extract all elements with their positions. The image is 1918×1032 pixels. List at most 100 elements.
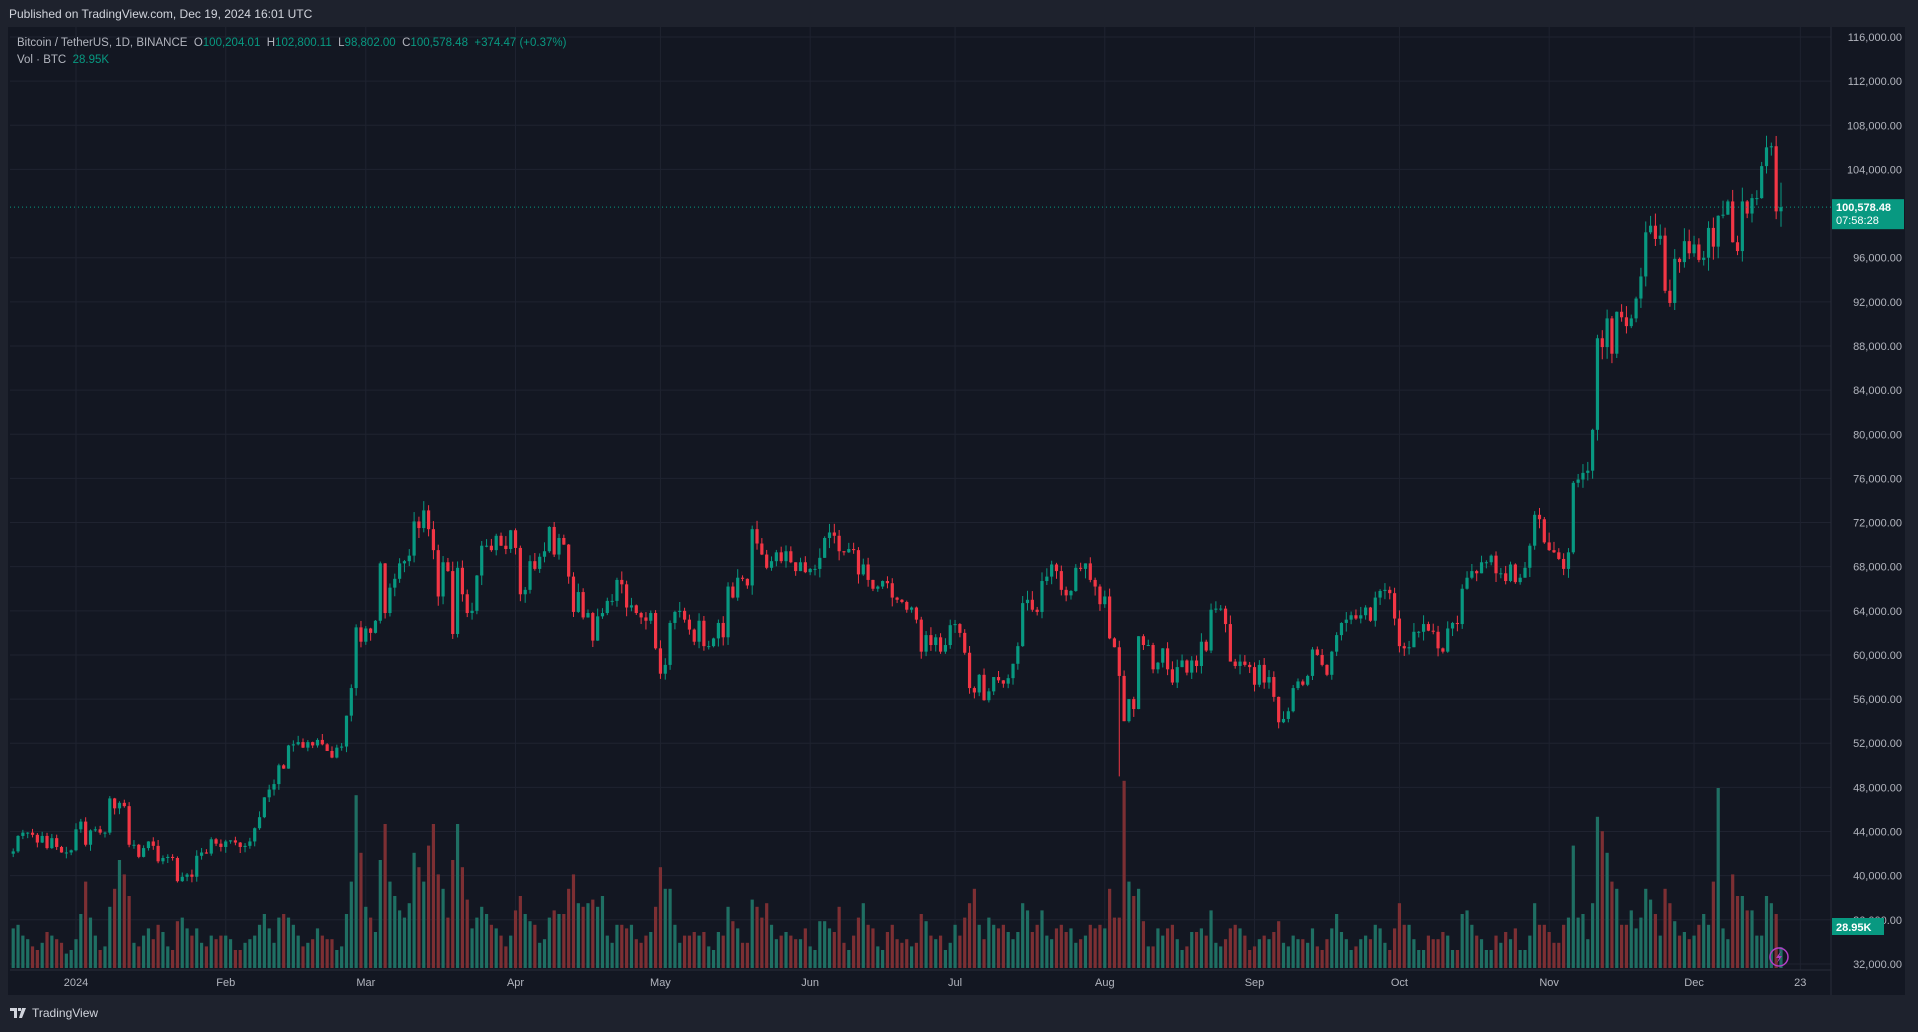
volume-bar <box>649 932 653 968</box>
candle-body <box>1199 641 1203 666</box>
candle-body <box>267 789 271 798</box>
volume-bar <box>195 928 199 968</box>
candle-body <box>1402 646 1406 649</box>
candle-body <box>1586 470 1590 473</box>
volume-bar <box>146 928 151 968</box>
volume-bar <box>219 935 223 968</box>
candle-body <box>417 521 421 529</box>
candle-body <box>586 613 590 618</box>
volume-bar <box>238 950 242 968</box>
volume-bar <box>113 888 117 968</box>
volume-bar <box>1306 942 1310 968</box>
candle-body <box>629 605 634 608</box>
candle-body <box>1721 214 1725 216</box>
volume-bar <box>364 906 368 968</box>
brand-name[interactable]: TradingView <box>32 1006 99 1020</box>
volume-bar <box>576 903 580 968</box>
x-tick-label: Nov <box>1539 977 1559 989</box>
volume-bar <box>1702 914 1706 968</box>
candle-body <box>740 577 745 579</box>
volume-bar <box>967 903 972 968</box>
volume-bar <box>823 921 827 968</box>
volume-bar <box>1209 910 1213 968</box>
volume-bar <box>455 824 460 968</box>
volume-bar <box>571 874 576 968</box>
candle-body <box>943 645 947 652</box>
candle-body <box>1306 675 1310 685</box>
candle-body <box>803 562 807 573</box>
candle-body <box>1161 648 1165 663</box>
candle-body <box>721 622 725 638</box>
volume-bar <box>1291 935 1295 968</box>
candle-body <box>1088 563 1092 580</box>
volume-bar <box>1648 899 1653 968</box>
volume-bar <box>982 939 986 968</box>
candle-body <box>856 550 861 575</box>
y-tick-label: 116,000.00 <box>1848 32 1902 44</box>
volume-bar <box>1470 924 1474 968</box>
y-tick-label: 72,000.00 <box>1853 518 1902 530</box>
candle-body <box>480 545 484 576</box>
volume-bar <box>1248 950 1252 968</box>
lightning-icon[interactable] <box>1769 947 1789 967</box>
symbol-title[interactable]: Bitcoin / TetherUS, 1D, BINANCE <box>17 37 188 49</box>
volume-bar <box>1267 939 1271 968</box>
volume-bar <box>1412 939 1416 968</box>
candle-body <box>1291 688 1295 712</box>
candle-body <box>1692 244 1696 254</box>
candle-body <box>1054 564 1059 572</box>
candle-body <box>1421 624 1426 632</box>
candle-body <box>465 594 469 614</box>
volume-bar <box>808 946 812 968</box>
candle-body <box>1330 651 1334 675</box>
volume-bar <box>1460 914 1464 968</box>
candle-body <box>1663 235 1667 291</box>
candle-body <box>79 821 83 830</box>
volume-bar <box>88 917 93 968</box>
volume-bar <box>963 917 967 968</box>
candle-body <box>1499 573 1503 575</box>
chart-pane[interactable] <box>8 27 1905 995</box>
volume-bar <box>1064 932 1068 968</box>
volume-bar <box>199 942 204 968</box>
volume-bar <box>504 946 508 968</box>
volume-bar <box>330 939 334 968</box>
candle-body <box>658 648 663 674</box>
volume-bar <box>484 914 489 968</box>
candle-body <box>610 600 614 602</box>
candle-body <box>1112 638 1117 648</box>
volume-bar <box>1122 780 1126 968</box>
candle-body <box>1354 615 1358 619</box>
candle-body <box>513 530 518 548</box>
volume-bar <box>562 914 566 968</box>
candle-body <box>620 579 624 585</box>
candle-body <box>504 545 508 550</box>
volume-bar <box>1764 896 1769 968</box>
candle-body <box>967 652 972 689</box>
volume-bar <box>311 939 315 968</box>
volume-bar <box>513 910 518 968</box>
volume-bar <box>1286 946 1290 968</box>
candle-body <box>30 832 35 835</box>
y-tick-label: 56,000.00 <box>1853 694 1902 706</box>
volume-bar <box>1421 950 1426 968</box>
volume-bar <box>1731 874 1735 968</box>
tradingview-logo-icon <box>10 1008 26 1018</box>
candle-body <box>21 832 25 836</box>
volume-bar <box>1050 939 1054 968</box>
volume-bar <box>325 939 329 968</box>
candle-body <box>1252 667 1257 685</box>
candle-body <box>1475 571 1479 574</box>
volume-bar <box>175 921 180 968</box>
volume-bar <box>634 939 638 968</box>
candle-body <box>1257 664 1261 685</box>
candle-body <box>552 526 556 555</box>
y-tick-label: 48,000.00 <box>1853 782 1902 794</box>
volume-bar <box>1581 914 1585 968</box>
volume-bar <box>721 935 725 968</box>
volume-bar <box>1006 932 1010 968</box>
volume-title[interactable]: Vol · BTC <box>17 54 67 66</box>
candle-body <box>344 715 349 747</box>
x-tick-label: Feb <box>216 977 235 989</box>
